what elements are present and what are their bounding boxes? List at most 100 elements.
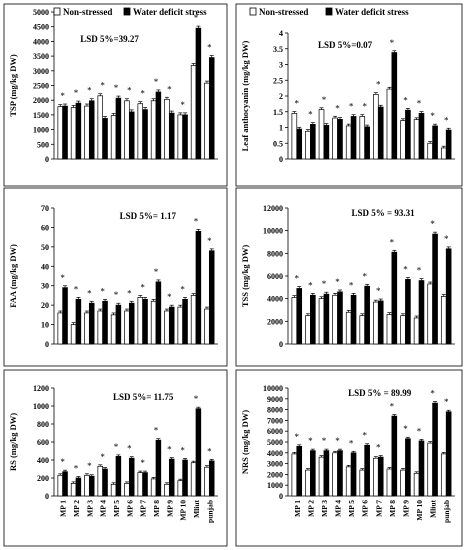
bar-non-stressed [291, 112, 298, 160]
significance-mark: * [430, 389, 435, 399]
legend-swatch-non-stressed [53, 7, 61, 16]
x-tick-label: MP 7 [374, 500, 383, 517]
bar-water-deficit [364, 126, 370, 160]
significance-mark: * [74, 88, 79, 98]
y-tick-label: 800 [37, 420, 49, 429]
bar-water-deficit [88, 475, 95, 497]
bar-non-stressed [84, 474, 90, 497]
significance-mark: * [127, 288, 132, 298]
x-tick-label: MP 7 [139, 500, 148, 517]
bar-water-deficit [296, 445, 303, 497]
significance-mark: * [376, 443, 381, 453]
bar-water-deficit [75, 298, 82, 345]
significance-mark: * [376, 286, 381, 296]
y-tick-label: 4500 [33, 23, 49, 32]
bar-non-stressed [137, 472, 144, 497]
significance-mark: * [194, 394, 199, 404]
x-tick-label: MP 3 [85, 500, 94, 517]
y-axis-label: FAA (mg/kg DW) [8, 244, 18, 308]
bar-water-deficit [445, 129, 452, 160]
bar-non-stressed [440, 296, 447, 345]
bar-water-deficit [168, 458, 175, 497]
y-tick-label: 0 [45, 340, 49, 349]
bar-water-deficit [182, 459, 188, 497]
x-tick-label: Mliut [192, 500, 201, 518]
bar-non-stressed [359, 116, 366, 160]
chart-panel-5: 0 200 400 600 800 1000 1200 RS (mg/kg DW) LSD 5%… [3, 369, 228, 547]
bar-non-stressed [332, 117, 338, 160]
y-tick-label: 1200 [33, 384, 49, 393]
x-tick-label: MP 8 [152, 500, 161, 517]
y-axis-label: NRS (mg/kg DW) [240, 410, 250, 474]
bar-water-deficit [155, 439, 162, 497]
bar-non-stressed [427, 442, 433, 497]
bar-water-deficit [115, 456, 122, 497]
bar-water-deficit [432, 233, 438, 345]
bar-water-deficit [350, 294, 357, 345]
y-axis-label: TSS (mg/kg DW) [240, 245, 250, 308]
bar-non-stressed [164, 98, 170, 160]
bar-non-stressed [177, 114, 184, 160]
bar-non-stressed [386, 88, 393, 160]
bar-non-stressed [150, 478, 157, 497]
significance-mark: * [362, 431, 367, 441]
y-tick-label: 0 [279, 492, 283, 501]
bar-non-stressed [373, 94, 379, 160]
bar-non-stressed [345, 125, 352, 160]
lsd-label: LSD 5% = 93.31 [351, 208, 415, 218]
significance-mark: * [403, 424, 408, 434]
bar-non-stressed [427, 142, 433, 160]
y-tick-label: 2000 [267, 317, 283, 326]
significance-mark: * [349, 438, 354, 448]
x-tick-label: Mliut [429, 500, 438, 518]
y-tick-label: 200 [37, 474, 49, 483]
bar-non-stressed [110, 483, 117, 497]
bar-non-stressed [84, 312, 90, 345]
bar-non-stressed [318, 456, 325, 497]
bar-water-deficit [391, 251, 398, 345]
bar-water-deficit [310, 294, 316, 345]
significance-mark: * [335, 277, 340, 287]
bar-non-stressed [345, 466, 352, 497]
significance-mark: * [295, 274, 300, 284]
bar-non-stressed [332, 294, 338, 345]
significance-mark: * [207, 446, 212, 456]
significance-mark: * [362, 271, 367, 281]
bar-water-deficit [182, 114, 188, 160]
significance-mark: * [308, 436, 313, 446]
lsd-label: LSD 5%=0.07 [318, 40, 373, 50]
bar-water-deficit [102, 468, 108, 497]
y-tick-label: 0 [45, 155, 49, 164]
legend-swatch-non-stressed [249, 7, 257, 16]
y-tick-label: 400 [37, 456, 49, 465]
significance-mark: * [390, 38, 395, 48]
bar-water-deficit [377, 456, 384, 497]
bar-water-deficit [142, 472, 148, 497]
significance-mark: * [403, 264, 408, 274]
panel-border [235, 3, 463, 187]
bar-non-stressed [97, 465, 104, 497]
significance-mark: * [60, 273, 65, 283]
significance-mark: * [127, 444, 132, 454]
significance-mark: * [87, 288, 92, 298]
significance-mark: * [167, 292, 172, 302]
bar-water-deficit [168, 112, 175, 160]
bar-non-stressed [110, 314, 117, 345]
bar-water-deficit [155, 91, 162, 160]
y-tick-label: 1.5 [273, 108, 283, 117]
bar-water-deficit [75, 102, 82, 160]
bar-water-deficit [88, 100, 95, 160]
y-tick-label: 40 [41, 262, 49, 271]
bar-non-stressed [150, 300, 157, 345]
bar-non-stressed [177, 306, 184, 345]
significance-mark: * [390, 237, 395, 247]
significance-mark: * [60, 91, 65, 101]
bar-non-stressed [137, 297, 144, 345]
bar-water-deficit [364, 444, 370, 497]
panel-border [3, 369, 228, 547]
bar-non-stressed [291, 297, 298, 345]
significance-mark: * [180, 100, 185, 110]
bar-non-stressed [177, 480, 184, 497]
y-tick-label: 8000 [267, 406, 283, 415]
legend-label-water-deficit: Water deficit stress [335, 7, 409, 17]
